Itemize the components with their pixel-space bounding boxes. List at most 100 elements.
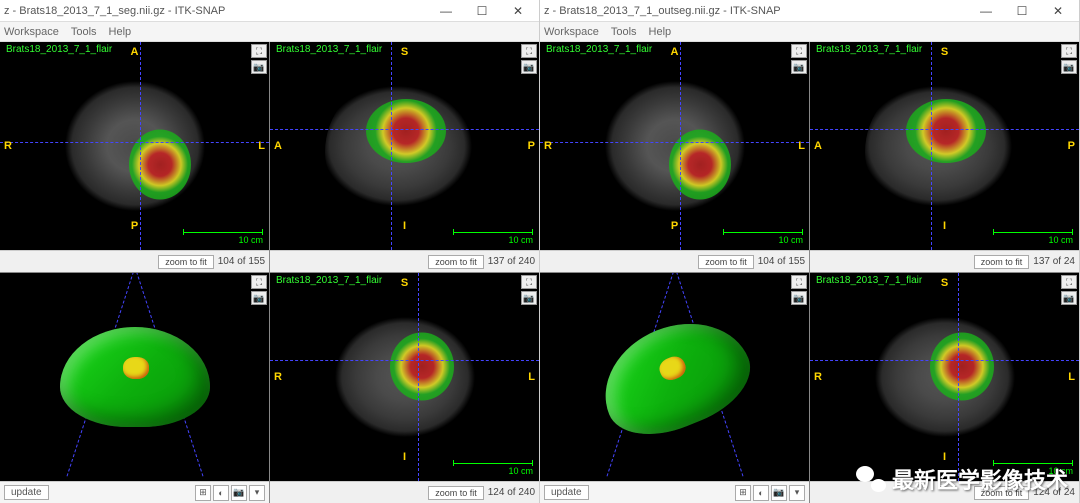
camera-icon[interactable]: 📷: [251, 291, 267, 305]
viewport-axial[interactable]: Brats18_2013_7_1_flair ⛶📷 A P R L 10 cm: [540, 42, 809, 250]
expand-icon[interactable]: ⛶: [791, 44, 807, 58]
camera-icon[interactable]: 📷: [521, 291, 537, 305]
scale-bar: 10 cm: [993, 232, 1073, 246]
brain-slice-coronal: [330, 315, 480, 440]
tool-icons: ⊞ ◐ 📷 ▾: [195, 485, 265, 501]
close-button[interactable]: ✕: [1041, 2, 1075, 20]
scale-bar: 10 cm: [453, 463, 533, 477]
tool-icon[interactable]: ◐: [213, 485, 229, 501]
slice-counter: 104 of 155: [218, 256, 265, 267]
menu-help[interactable]: Help: [109, 26, 132, 38]
brain-slice-sagittal: [865, 81, 1025, 211]
viewport-side-buttons: ⛶ 📷: [521, 44, 537, 74]
orient-bot: I: [403, 451, 406, 463]
viewport-footer: zoom to fit 137 of 240: [270, 250, 539, 272]
viewport-grid: Brats18_2013_7_1_flair ⛶📷 A P R L 10 cm …: [540, 42, 1079, 503]
tool-icons: ⊞ ◐ 📷 ▾: [735, 485, 805, 501]
viewport-cell-axial: Brats18_2013_7_1_flair ⛶ 📷 A P R L 10 cm…: [0, 42, 269, 272]
watermark-text: 最新医学影像技术: [892, 463, 1068, 495]
viewport-cell-3d: ⛶📷 update ⊞ ◐ 📷 ▾: [540, 273, 809, 503]
viewport-3d[interactable]: ⛶📷: [540, 273, 809, 481]
slice-counter: 137 of 240: [488, 256, 535, 267]
camera-icon[interactable]: 📷: [791, 291, 807, 305]
menubar: Workspace Tools Help: [540, 22, 1079, 42]
tool-icon[interactable]: ◐: [753, 485, 769, 501]
zoom-to-fit-button[interactable]: zoom to fit: [428, 486, 484, 500]
expand-icon[interactable]: ⛶: [251, 44, 267, 58]
tool-icon[interactable]: ▾: [789, 485, 805, 501]
zoom-to-fit-button[interactable]: zoom to fit: [698, 255, 754, 269]
crosshair-horizontal: [540, 142, 809, 143]
viewport-label: Brats18_2013_7_1_flair: [816, 275, 922, 286]
zoom-to-fit-button[interactable]: zoom to fit: [158, 255, 214, 269]
tool-icon[interactable]: ⊞: [735, 485, 751, 501]
orient-right: L: [1068, 371, 1075, 383]
expand-icon[interactable]: ⛶: [1061, 44, 1077, 58]
orient-right: P: [1068, 140, 1075, 152]
viewport-bottombar: update ⊞ ◐ 📷 ▾: [0, 481, 269, 503]
camera-icon[interactable]: 📷: [1061, 291, 1077, 305]
expand-icon[interactable]: ⛶: [521, 44, 537, 58]
menu-workspace[interactable]: Workspace: [4, 26, 59, 38]
minimize-button[interactable]: —: [969, 2, 1003, 20]
wechat-icon: [856, 466, 886, 492]
viewport-coronal[interactable]: Brats18_2013_7_1_flair ⛶ 📷 S I R L 10 cm: [270, 273, 539, 481]
viewport-sagittal[interactable]: Brats18_2013_7_1_flair ⛶📷 S I A P 10 cm: [810, 42, 1079, 250]
scale-bar: 10 cm: [453, 232, 533, 246]
segmentation-overlay: [906, 99, 986, 163]
menu-help[interactable]: Help: [649, 26, 672, 38]
app-window-right: z - Brats18_2013_7_1_outseg.nii.gz - ITK…: [540, 0, 1080, 503]
viewport-coronal[interactable]: Brats18_2013_7_1_flair ⛶📷 S I R L 10 cm: [810, 273, 1079, 481]
orient-bot: P: [671, 220, 678, 232]
camera-icon[interactable]: 📷: [791, 60, 807, 74]
camera-icon[interactable]: 📷: [771, 485, 787, 501]
orient-left: R: [814, 371, 822, 383]
maximize-button[interactable]: ☐: [1005, 2, 1039, 20]
expand-icon[interactable]: ⛶: [521, 275, 537, 289]
expand-icon[interactable]: ⛶: [1061, 275, 1077, 289]
orient-bot: P: [131, 220, 138, 232]
segmentation-overlay: [930, 332, 994, 400]
viewport-label: Brats18_2013_7_1_flair: [276, 44, 382, 55]
viewport-side-buttons: ⛶ 📷: [251, 44, 267, 74]
menu-workspace[interactable]: Workspace: [544, 26, 599, 38]
viewport-label: Brats18_2013_7_1_flair: [6, 44, 112, 55]
camera-icon[interactable]: 📷: [1061, 60, 1077, 74]
orient-bot: I: [943, 220, 946, 232]
orient-right: L: [798, 140, 805, 152]
viewport-sagittal[interactable]: Brats18_2013_7_1_flair ⛶ 📷 S I A P 10 cm: [270, 42, 539, 250]
orient-bot: I: [943, 451, 946, 463]
zoom-to-fit-button[interactable]: zoom to fit: [428, 255, 484, 269]
minimize-button[interactable]: —: [429, 2, 463, 20]
orient-left: A: [274, 140, 282, 152]
segmentation-overlay: [129, 130, 191, 200]
viewport-footer: zoom to fit137 of 24: [810, 250, 1079, 272]
viewport-cell-coronal: Brats18_2013_7_1_flair ⛶ 📷 S I R L 10 cm…: [270, 273, 539, 503]
menu-tools[interactable]: Tools: [71, 26, 97, 38]
zoom-to-fit-button[interactable]: zoom to fit: [974, 255, 1030, 269]
expand-icon[interactable]: ⛶: [791, 275, 807, 289]
camera-icon[interactable]: 📷: [521, 60, 537, 74]
close-button[interactable]: ✕: [501, 2, 535, 20]
viewport-axial[interactable]: Brats18_2013_7_1_flair ⛶ 📷 A P R L 10 cm: [0, 42, 269, 250]
tool-icon[interactable]: ⊞: [195, 485, 211, 501]
update-button[interactable]: update: [544, 485, 589, 500]
crosshair-horizontal: [270, 360, 539, 361]
sys-buttons: — ☐ ✕: [429, 2, 535, 20]
tool-icon[interactable]: ▾: [249, 485, 265, 501]
orient-right: L: [528, 371, 535, 383]
viewport-bottombar: update ⊞ ◐ 📷 ▾: [540, 481, 809, 503]
camera-icon[interactable]: 📷: [231, 485, 247, 501]
update-button[interactable]: update: [4, 485, 49, 500]
viewport-3d[interactable]: ⛶ 📷: [0, 273, 269, 481]
viewport-cell-sagittal: Brats18_2013_7_1_flair ⛶📷 S I A P 10 cm …: [810, 42, 1079, 272]
expand-icon[interactable]: ⛶: [251, 275, 267, 289]
viewport-side-buttons: ⛶📷: [791, 275, 807, 305]
camera-icon[interactable]: 📷: [251, 60, 267, 74]
viewport-side-buttons: ⛶ 📷: [521, 275, 537, 305]
segmentation-overlay: [390, 332, 454, 400]
menu-tools[interactable]: Tools: [611, 26, 637, 38]
window-title: z - Brats18_2013_7_1_outseg.nii.gz - ITK…: [544, 5, 969, 17]
maximize-button[interactable]: ☐: [465, 2, 499, 20]
crosshair-horizontal: [0, 142, 269, 143]
